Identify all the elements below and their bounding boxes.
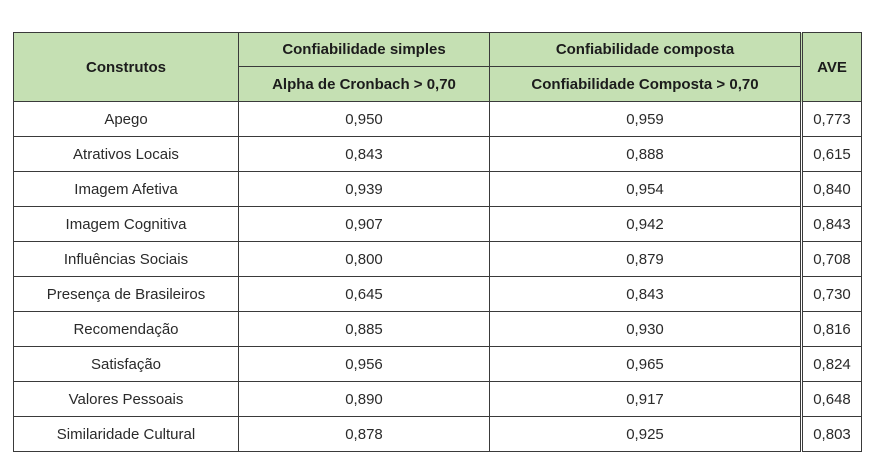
construto-cell: Similaridade Cultural — [13, 416, 239, 452]
alpha-cell: 0,878 — [238, 416, 490, 452]
header-row-2: Alpha de Cronbach > 0,70 Confiabilidade … — [14, 66, 862, 102]
composite-reliability-cell: 0,959 — [489, 101, 802, 137]
table-row: Apego 0,950 0,959 0,773 — [13, 101, 862, 137]
construto-cell: Apego — [13, 101, 239, 137]
alpha-cell: 0,907 — [238, 206, 490, 242]
table-row: Presença de Brasileiros 0,645 0,843 0,730 — [13, 276, 862, 312]
ave-cell: 0,648 — [800, 381, 862, 417]
composite-reliability-cell: 0,879 — [489, 241, 802, 277]
ave-cell: 0,803 — [800, 416, 862, 452]
table-header: Construtos Confiabilidade simples Confia… — [13, 32, 862, 102]
table-row: Valores Pessoais 0,890 0,917 0,648 — [13, 381, 862, 417]
construto-cell: Imagem Afetiva — [13, 171, 239, 207]
composite-reliability-cell: 0,888 — [489, 136, 802, 172]
table-row: Satisfação 0,956 0,965 0,824 — [13, 346, 862, 382]
construto-cell: Imagem Cognitiva — [13, 206, 239, 242]
table-row: Imagem Cognitiva 0,907 0,942 0,843 — [13, 206, 862, 242]
alpha-cell: 0,645 — [238, 276, 490, 312]
alpha-cell: 0,956 — [238, 346, 490, 382]
composite-reliability-cell: 0,925 — [489, 416, 802, 452]
alpha-cell: 0,950 — [238, 101, 490, 137]
alpha-cell: 0,939 — [238, 171, 490, 207]
alpha-cell: 0,843 — [238, 136, 490, 172]
construto-cell: Atrativos Locais — [13, 136, 239, 172]
ave-cell: 0,708 — [800, 241, 862, 277]
header-alpha-cronbach: Alpha de Cronbach > 0,70 — [238, 66, 490, 102]
ave-cell: 0,816 — [800, 311, 862, 347]
composite-reliability-cell: 0,917 — [489, 381, 802, 417]
alpha-cell: 0,890 — [238, 381, 490, 417]
header-composite-threshold: Confiabilidade Composta > 0,70 — [489, 66, 802, 102]
alpha-cell: 0,800 — [238, 241, 490, 277]
ave-cell: 0,843 — [800, 206, 862, 242]
ave-cell: 0,773 — [800, 101, 862, 137]
table-row: Similaridade Cultural 0,878 0,925 0,803 — [13, 416, 862, 452]
construto-cell: Valores Pessoais — [13, 381, 239, 417]
composite-reliability-cell: 0,930 — [489, 311, 802, 347]
composite-reliability-cell: 0,942 — [489, 206, 802, 242]
construto-cell: Satisfação — [13, 346, 239, 382]
construto-cell: Presença de Brasileiros — [13, 276, 239, 312]
composite-reliability-cell: 0,954 — [489, 171, 802, 207]
ave-cell: 0,840 — [800, 171, 862, 207]
table-row: Imagem Afetiva 0,939 0,954 0,840 — [13, 171, 862, 207]
table-row: Recomendação 0,885 0,930 0,816 — [13, 311, 862, 347]
construto-cell: Recomendação — [13, 311, 239, 347]
table-body: Apego 0,950 0,959 0,773 Atrativos Locais 0,84… — [13, 101, 862, 452]
reliability-table: Construtos Confiabilidade simples Confia… — [13, 32, 862, 452]
composite-reliability-cell: 0,965 — [489, 346, 802, 382]
ave-cell: 0,730 — [800, 276, 862, 312]
header-composite-reliability: Confiabilidade composta — [489, 32, 802, 67]
header-simple-reliability: Confiabilidade simples — [238, 32, 490, 67]
alpha-cell: 0,885 — [238, 311, 490, 347]
composite-reliability-cell: 0,843 — [489, 276, 802, 312]
header-ave: AVE — [800, 32, 862, 102]
construto-cell: Influências Sociais — [13, 241, 239, 277]
table-row: Atrativos Locais 0,843 0,888 0,615 — [13, 136, 862, 172]
table-row: Influências Sociais 0,800 0,879 0,708 — [13, 241, 862, 277]
reliability-table-container: Construtos Confiabilidade simples Confia… — [13, 32, 862, 452]
header-row-1: Construtos Confiabilidade simples Confia… — [13, 32, 862, 102]
ave-cell: 0,824 — [800, 346, 862, 382]
ave-cell: 0,615 — [800, 136, 862, 172]
header-construtos: Construtos — [13, 32, 239, 102]
